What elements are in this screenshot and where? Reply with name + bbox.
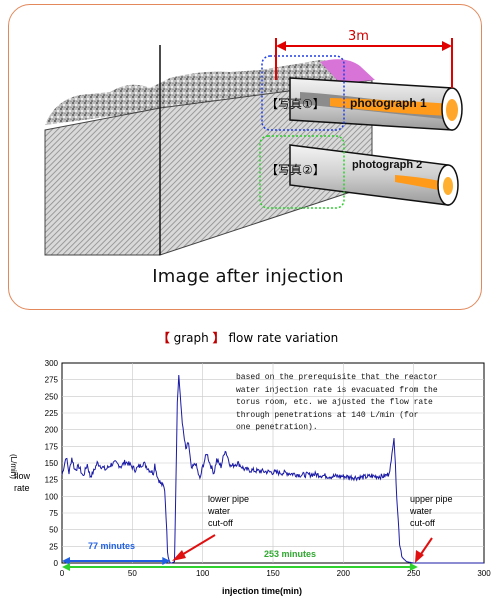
photo2-label: photograph 2 xyxy=(352,159,423,171)
flow-rate-series xyxy=(61,374,484,564)
x-tick-label: 150 xyxy=(266,569,280,578)
y-tick-label: 0 xyxy=(54,559,59,568)
lower-pipe xyxy=(289,144,459,206)
y-tick-label: 300 xyxy=(45,359,59,368)
note-line: cut-off xyxy=(410,518,435,528)
dimension-marker xyxy=(275,38,453,88)
photo1-jp-label: 【写真①】 xyxy=(266,97,325,111)
x-axis-ticks: 0 50 100 150 200 250 300 xyxy=(60,569,491,578)
y-tick-label: 250 xyxy=(45,392,59,401)
y-tick-label: 75 xyxy=(49,509,58,518)
graph-title: 【 graph 】 flow rate variation xyxy=(0,329,496,346)
span-253-arrow xyxy=(62,563,418,571)
note-line: upper pipe xyxy=(410,494,453,504)
y-axis-label-unit: (L/min) xyxy=(9,454,18,479)
x-tick-label: 0 xyxy=(60,569,65,578)
x-tick-label: 200 xyxy=(337,569,351,578)
note-line: water xyxy=(410,506,433,516)
note-line: lower pipe xyxy=(208,494,250,504)
photo1-frame xyxy=(261,55,345,131)
y-axis-label-flow: flow xyxy=(14,471,31,481)
title-word: graph xyxy=(173,331,209,345)
y-tick-label: 100 xyxy=(45,492,59,501)
magenta-deposit xyxy=(320,59,375,83)
y-tick-label: 125 xyxy=(45,476,59,485)
lower-pipe-note: lower pipe water cut-off xyxy=(208,493,249,529)
upper-pipe xyxy=(289,77,463,131)
photo2-jp-label: 【写真②】 xyxy=(266,163,325,177)
upper-pipe-note: upper pipe water cut-off xyxy=(410,493,453,529)
annotation-text: based on the prerequisite that the react… xyxy=(236,372,484,435)
note-line: water xyxy=(208,506,231,516)
lower-cutoff-arrow xyxy=(172,534,216,561)
annotation-line: torus room, etc. we ajusted the flow rat… xyxy=(236,398,433,407)
note-line: cut-off xyxy=(208,518,233,528)
y-tick-label: 150 xyxy=(45,459,59,468)
photo1-label: photograph 1 xyxy=(350,96,427,110)
illustration-caption: Image after injection xyxy=(152,266,344,287)
annotation-line: through penetrations at 140 L/min (for xyxy=(236,410,419,420)
y-tick-label: 225 xyxy=(45,409,59,418)
rubble-pile xyxy=(45,60,372,125)
photo2-frame xyxy=(259,135,345,209)
title-rest: flow rate variation xyxy=(228,331,339,345)
dimension-label: 3m xyxy=(348,29,369,44)
upper-cutoff-arrow xyxy=(415,537,433,563)
gridlines xyxy=(62,363,484,563)
annotation-line: based on the prerequisite that the react… xyxy=(236,373,438,382)
y-tick-label: 175 xyxy=(45,442,59,451)
x-tick-label: 300 xyxy=(477,569,491,578)
x-tick-label: 50 xyxy=(128,569,137,578)
span-253-label: 253 minutes xyxy=(264,549,317,559)
y-axis-ticks: 0 25 50 75 100 125 150 175 200 225 250 275 300 xyxy=(45,359,59,568)
title-bracket-open: 【 xyxy=(157,331,170,345)
y-axis-label-rate: rate xyxy=(14,483,30,493)
span-77-arrow xyxy=(62,557,171,565)
y-tick-label: 200 xyxy=(45,426,59,435)
annotation-line: water injection rate is evacuated from t… xyxy=(236,385,438,395)
y-tick-label: 50 xyxy=(49,526,58,535)
x-tick-label: 250 xyxy=(407,569,421,578)
x-axis-label: injection time(min) xyxy=(222,586,303,596)
title-bracket-close: 】 xyxy=(212,331,225,345)
annotation-line: one penetration). xyxy=(236,423,318,432)
x-tick-label: 100 xyxy=(196,569,210,578)
span-77-label: 77 minutes xyxy=(88,541,136,551)
y-tick-label: 25 xyxy=(49,542,58,551)
y-tick-label: 275 xyxy=(45,376,59,385)
pipe-illustration xyxy=(44,38,463,256)
